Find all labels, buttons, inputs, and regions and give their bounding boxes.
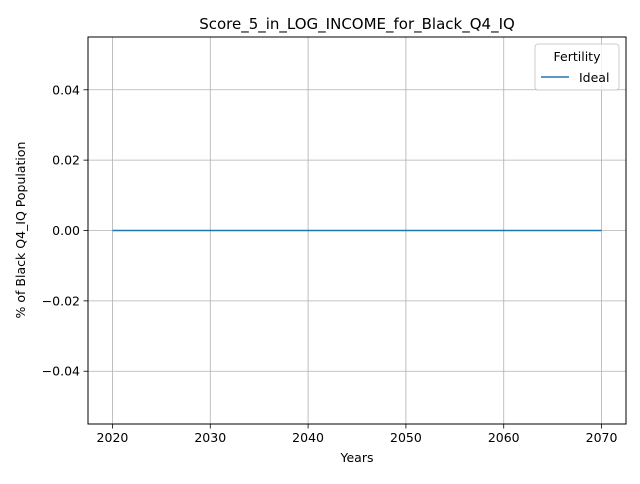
legend: Fertility Ideal [534, 43, 620, 91]
x-tick-label: 2020 [97, 430, 129, 445]
x-tick-label: 2050 [390, 430, 422, 445]
legend-label-ideal: Ideal [579, 70, 609, 85]
y-tick-label: −0.02 [42, 293, 80, 308]
y-tick-label: 0.00 [52, 223, 80, 238]
y-axis: −0.04 −0.02 0.00 0.02 0.04 [42, 82, 88, 379]
x-tick-label: 2060 [488, 430, 520, 445]
legend-title: Fertility [554, 49, 602, 64]
x-tick-label: 2040 [292, 430, 324, 445]
chart-title: Score_5_in_LOG_INCOME_for_Black_Q4_IQ [199, 15, 515, 34]
y-tick-label: 0.04 [52, 82, 80, 97]
y-tick-label: 0.02 [52, 153, 80, 168]
y-axis-label: % of Black Q4_IQ Population [13, 142, 28, 319]
x-tick-label: 2070 [586, 430, 618, 445]
legend-box [534, 43, 620, 91]
x-tick-label: 2030 [194, 430, 226, 445]
x-axis-label: Years [340, 450, 374, 465]
x-axis: 2020 2030 2040 2050 2060 2070 [97, 424, 618, 445]
y-tick-label: −0.04 [42, 364, 80, 379]
